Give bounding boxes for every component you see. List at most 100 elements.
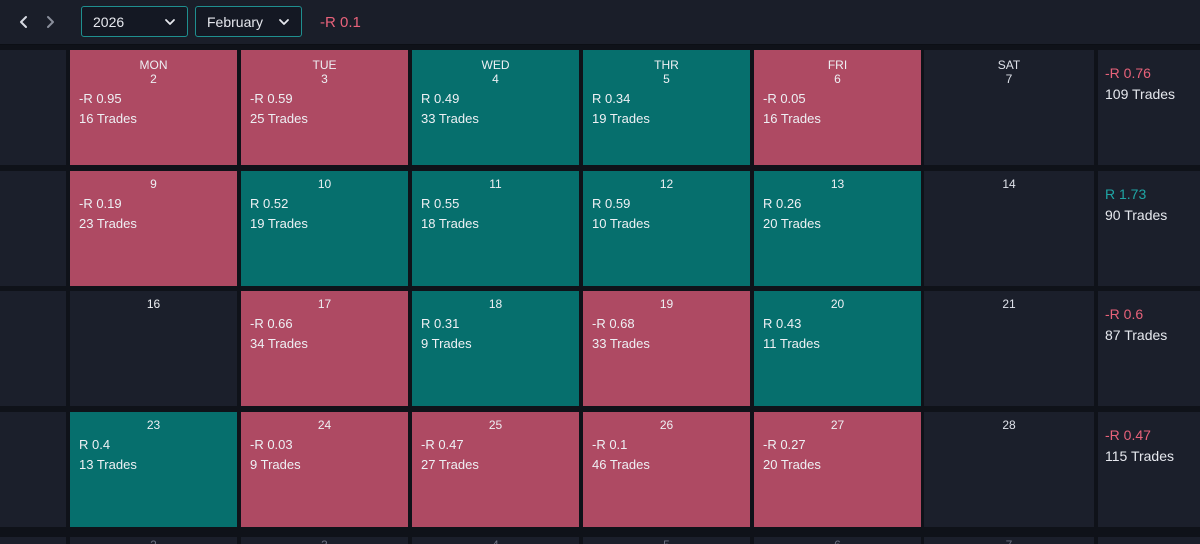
day-cell[interactable]: 27 -R 0.27 20 Trades	[754, 412, 921, 527]
weekday-label: WED	[481, 58, 510, 72]
day-number: 24	[317, 418, 332, 432]
day-trades: 34 Trades	[250, 336, 308, 351]
day-cell[interactable]: 6	[754, 537, 921, 544]
chevron-right-icon	[47, 16, 54, 28]
day-trades: 11 Trades	[763, 336, 820, 351]
day-cell[interactable]: 7	[924, 537, 1094, 544]
day-cell[interactable]: SAT 7	[924, 50, 1094, 165]
day-number: 12	[659, 177, 674, 191]
month-select[interactable]: February	[195, 6, 302, 37]
day-cell[interactable]: 23 R 0.4 13 Trades	[70, 412, 237, 527]
day-pnl: -R 0.1	[592, 437, 628, 452]
week-summary: -R 0.76 109 Trades	[1098, 50, 1200, 165]
day-number: 26	[659, 418, 674, 432]
chevron-down-icon	[163, 15, 177, 29]
week-pnl: -R 0.6	[1105, 306, 1144, 322]
day-pnl: R 0.43	[763, 316, 802, 331]
day-cell[interactable]: 28	[924, 412, 1094, 527]
day-number: 18	[488, 297, 503, 311]
day-pnl: R 0.59	[592, 196, 631, 211]
day-cell[interactable]: 13 R 0.26 20 Trades	[754, 171, 921, 286]
day-pnl: R 0.31	[421, 316, 460, 331]
day-cell[interactable]: 5	[583, 537, 750, 544]
day-number: 6	[834, 538, 841, 544]
day-cell[interactable]: THR 5 R 0.34 19 Trades	[583, 50, 750, 165]
day-number: 3	[321, 72, 328, 86]
day-cell[interactable]: 3	[241, 537, 408, 544]
day-trades: 9 Trades	[421, 336, 472, 351]
month-select-value: February	[207, 13, 264, 30]
day-number: 28	[1002, 418, 1016, 432]
week-gutter	[0, 291, 66, 406]
week-gutter	[0, 50, 66, 165]
day-number: 5	[663, 72, 670, 86]
day-cell[interactable]: 10 R 0.52 19 Trades	[241, 171, 408, 286]
day-cell[interactable]: 19 -R 0.68 33 Trades	[583, 291, 750, 406]
day-pnl: R 0.4	[79, 437, 111, 452]
day-cell[interactable]: 14	[924, 171, 1094, 286]
day-number: 2	[150, 72, 157, 86]
day-cell[interactable]: TUE 3 -R 0.59 25 Trades	[241, 50, 408, 165]
day-trades: 10 Trades	[592, 216, 650, 231]
month-total-pnl: -R 0.1	[320, 14, 361, 31]
year-select[interactable]: 2026	[81, 6, 188, 37]
day-trades: 46 Trades	[592, 457, 650, 472]
week-trades: 90 Trades	[1105, 207, 1168, 223]
week-pnl: -R 0.76	[1105, 65, 1151, 81]
day-trades: 18 Trades	[421, 216, 479, 231]
day-cell[interactable]: 4	[412, 537, 579, 544]
day-trades: 16 Trades	[79, 111, 137, 126]
day-number: 19	[659, 297, 674, 311]
day-trades: 13 Trades	[79, 457, 137, 472]
day-cell[interactable]: 11 R 0.55 18 Trades	[412, 171, 579, 286]
week-gutter	[0, 412, 66, 527]
day-number: 3	[321, 538, 328, 544]
week-summary: R 1.73 90 Trades	[1098, 171, 1200, 286]
day-cell[interactable]: 21	[924, 291, 1094, 406]
day-number: 27	[830, 418, 845, 432]
day-number: 16	[146, 297, 161, 311]
next-month-button[interactable]	[40, 12, 60, 32]
day-trades: 9 Trades	[250, 457, 301, 472]
weekday-label: THR	[654, 58, 679, 72]
week-summary: -R 0.6 87 Trades	[1098, 291, 1200, 406]
day-number: 23	[146, 418, 161, 432]
day-cell[interactable]: 18 R 0.31 9 Trades	[412, 291, 579, 406]
day-cell[interactable]: 9 -R 0.19 23 Trades	[70, 171, 237, 286]
day-cell[interactable]: MON 2 -R 0.95 16 Trades	[70, 50, 237, 165]
day-number: 4	[492, 538, 499, 544]
day-trades: 19 Trades	[250, 216, 308, 231]
day-trades: 33 Trades	[421, 111, 479, 126]
week-pnl: R 1.73	[1105, 186, 1147, 202]
day-pnl: -R 0.27	[763, 437, 806, 452]
week-summary	[1098, 537, 1200, 544]
chevron-left-icon	[20, 16, 27, 28]
day-cell[interactable]: 24 -R 0.03 9 Trades	[241, 412, 408, 527]
day-cell[interactable]: 12 R 0.59 10 Trades	[583, 171, 750, 286]
weekday-label: TUE	[312, 58, 337, 72]
day-number: 6	[834, 72, 841, 86]
prev-month-button[interactable]	[14, 12, 34, 32]
day-cell[interactable]: 16	[70, 291, 237, 406]
day-cell[interactable]: 26 -R 0.1 46 Trades	[583, 412, 750, 527]
calendar-toolbar: 2026 February -R 0.1	[0, 0, 1200, 45]
day-cell[interactable]: WED 4 R 0.49 33 Trades	[412, 50, 579, 165]
day-number: 20	[830, 297, 845, 311]
day-cell[interactable]: 25 -R 0.47 27 Trades	[412, 412, 579, 527]
day-pnl: -R 0.59	[250, 91, 293, 106]
day-trades: 20 Trades	[763, 457, 821, 472]
week-gutter	[0, 537, 66, 544]
day-cell[interactable]: 2	[70, 537, 237, 544]
week-trades: 115 Trades	[1105, 448, 1175, 464]
week-summary: -R 0.47 115 Trades	[1098, 412, 1200, 527]
day-number: 13	[830, 177, 845, 191]
day-number: 9	[150, 177, 157, 191]
day-cell[interactable]: 20 R 0.43 11 Trades	[754, 291, 921, 406]
day-number: 21	[1002, 297, 1016, 311]
day-number: 10	[317, 177, 332, 191]
day-pnl: -R 0.47	[421, 437, 464, 452]
day-number: 17	[317, 297, 332, 311]
day-cell[interactable]: FRI 6 -R 0.05 16 Trades	[754, 50, 921, 165]
day-number: 5	[663, 538, 670, 544]
day-cell[interactable]: 17 -R 0.66 34 Trades	[241, 291, 408, 406]
